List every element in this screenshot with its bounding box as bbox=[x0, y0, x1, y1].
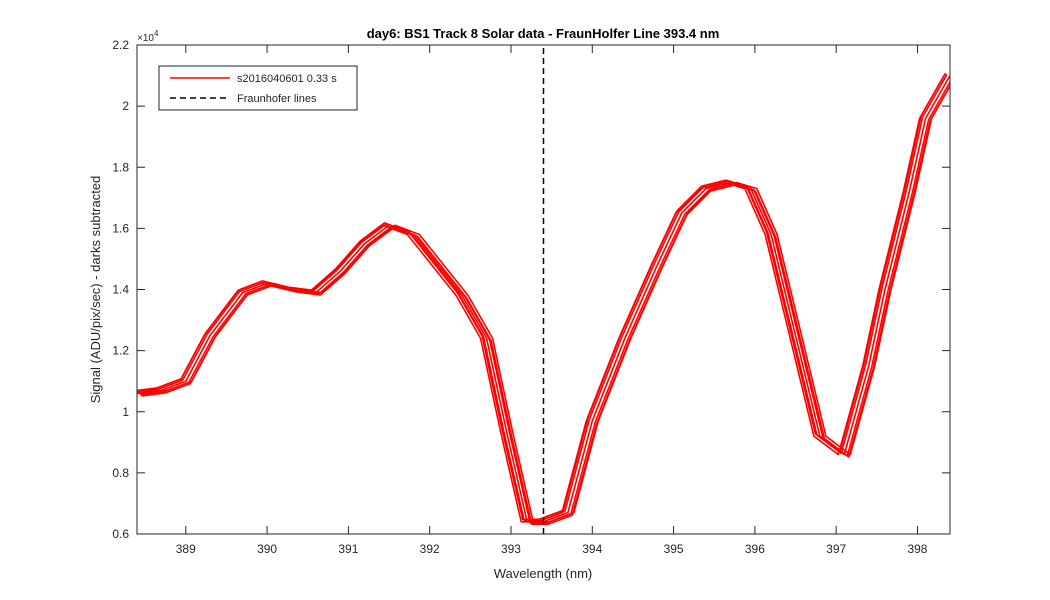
legend-box bbox=[158, 65, 358, 111]
y-tick-label: 1.6 bbox=[112, 221, 129, 235]
y-exponent-label: ×104 bbox=[137, 29, 159, 44]
y-tick-label: 0.6 bbox=[112, 527, 129, 541]
x-tick-label: 389 bbox=[176, 542, 196, 556]
y-tick-label: 0.8 bbox=[112, 466, 129, 480]
y-tick-label: 1.2 bbox=[112, 344, 129, 358]
x-tick-label: 397 bbox=[826, 542, 846, 556]
legend-label-fraunhofer: Fraunhofer lines bbox=[237, 93, 317, 105]
y-tick-label: 1 bbox=[122, 405, 129, 419]
chart-title: day6: BS1 Track 8 Solar data - FraunHolf… bbox=[367, 26, 720, 41]
x-tick-label: 394 bbox=[582, 542, 602, 556]
x-tick-label: 398 bbox=[907, 542, 927, 556]
x-tick-label: 390 bbox=[257, 542, 277, 556]
y-tick-label: 2.2 bbox=[112, 38, 129, 52]
legend: s2016040601 0.33 s Fraunhofer lines bbox=[158, 65, 358, 111]
y-tick-label: 2 bbox=[122, 99, 129, 113]
x-tick-label: 392 bbox=[420, 542, 440, 556]
x-tick-label: 391 bbox=[338, 542, 358, 556]
y-axis-label: Signal (ADU/pix/sec) - darks subtracted bbox=[88, 176, 103, 404]
legend-label-series: s2016040601 0.33 s bbox=[237, 73, 337, 85]
x-tick-label: 393 bbox=[501, 542, 521, 556]
y-tick-label: 1.8 bbox=[112, 160, 129, 174]
y-axis-ticks: 0.6 0.8 1 1.2 1.4 1.6 1.8 2 2.2 bbox=[112, 38, 950, 541]
series-line-track-7 bbox=[141, 84, 950, 526]
x-axis-ticks: 389 390 391 392 393 394 395 396 397 398 bbox=[176, 45, 928, 556]
x-tick-label: 395 bbox=[664, 542, 684, 556]
x-axis-label: Wavelength (nm) bbox=[494, 566, 593, 581]
x-tick-label: 396 bbox=[745, 542, 765, 556]
series-line-track-6 bbox=[137, 72, 947, 521]
y-tick-label: 1.4 bbox=[112, 283, 129, 297]
